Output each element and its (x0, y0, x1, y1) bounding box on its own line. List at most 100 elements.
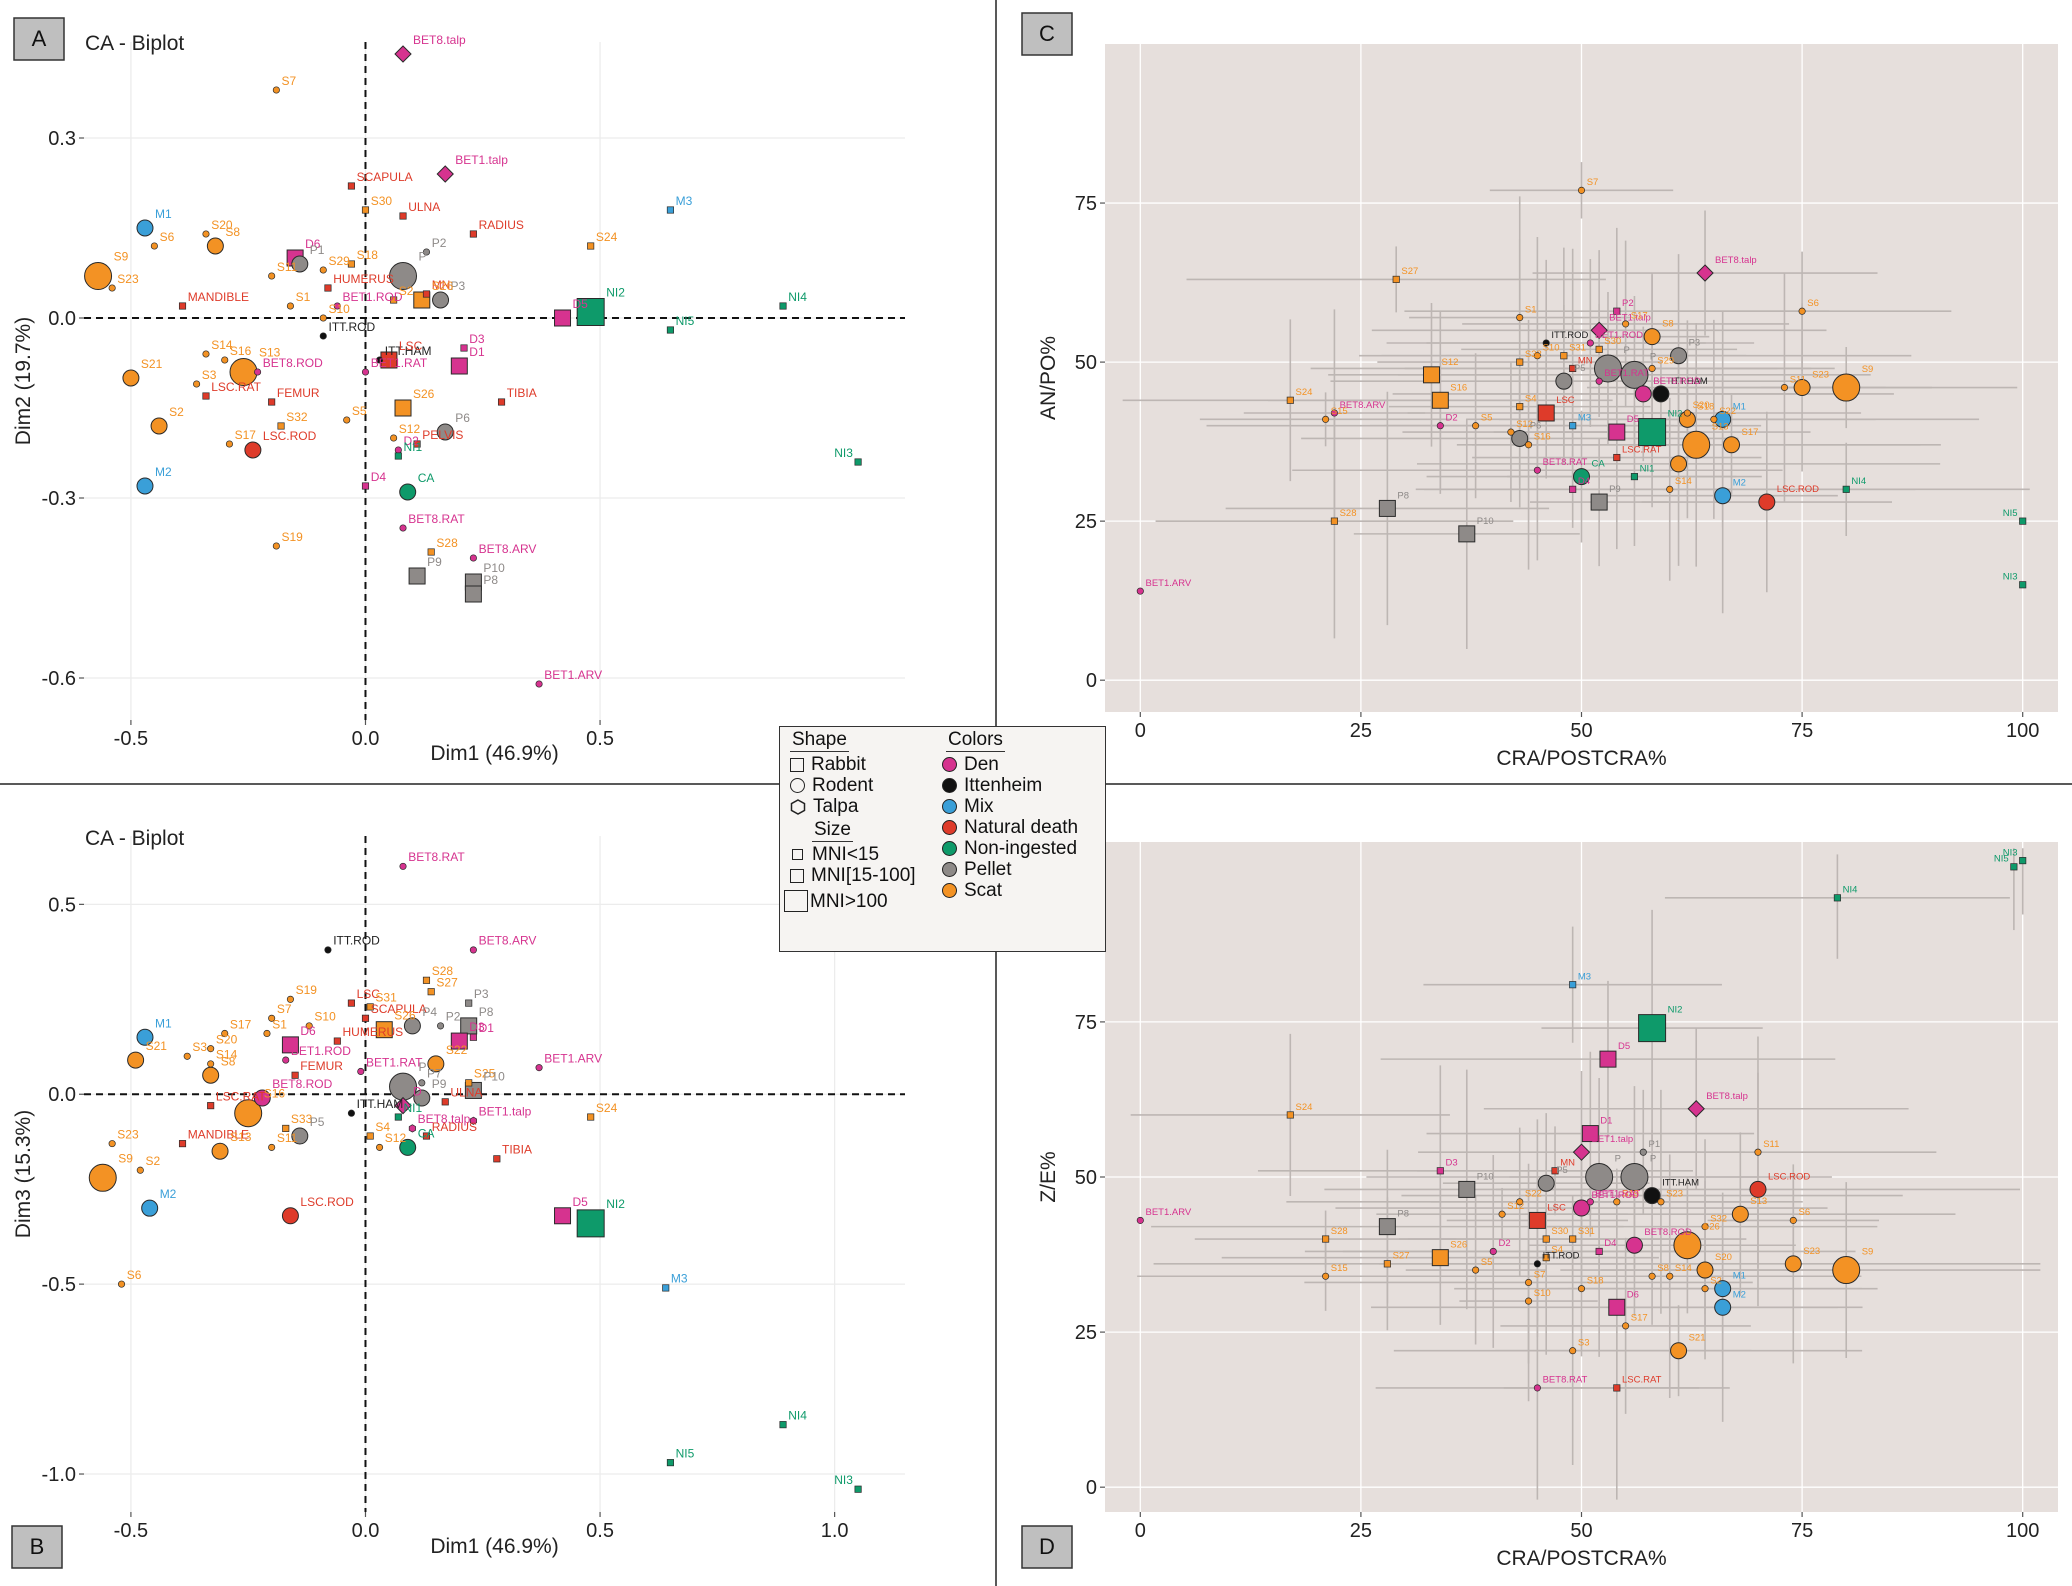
panel-tag-d: D (1021, 1525, 1073, 1569)
point-label-d6: D6 (1627, 1289, 1639, 1300)
point-d2 (1436, 422, 1444, 430)
point-label-s4: S4 (1525, 393, 1537, 404)
point-s30 (1542, 1235, 1550, 1243)
legend: Shape Rabbit Rodent Talpa Size MNI<15 MN… (779, 726, 1106, 952)
y-tick-label: 50 (1075, 352, 1097, 374)
legend-shape-talpa: Talpa (790, 796, 916, 817)
point-label-s24: S24 (596, 1101, 618, 1115)
point-label-s9: S9 (1862, 364, 1874, 375)
point-label-s22: S22 (446, 1043, 468, 1057)
point-label-p8: P8 (483, 573, 498, 587)
point-ca (399, 483, 417, 501)
point-label-lsc-rod: LSC.ROD (1777, 484, 1819, 495)
point-mn (1569, 364, 1577, 373)
y-tick-label: 0 (1086, 670, 1097, 692)
point-bet1-talp (1572, 1143, 1591, 1161)
point-label-s3: S3 (202, 368, 217, 382)
point-scapula (347, 182, 355, 190)
point-s31 (1569, 1235, 1577, 1243)
point-s11 (268, 272, 276, 280)
point-label-s6: S6 (127, 1268, 142, 1282)
point-p8 (464, 585, 482, 603)
y-tick-label: 0.3 (48, 128, 76, 150)
point-s16 (1431, 391, 1449, 409)
natural-death-swatch-icon (942, 820, 957, 835)
point-label-ni3: NI3 (2003, 572, 2018, 583)
point-s29 (1648, 364, 1656, 373)
point-label-scapula: SCAPULA (357, 170, 413, 184)
point-itt-ham (1643, 1187, 1661, 1205)
point-label-s16: S16 (1450, 382, 1467, 393)
point-d6 (281, 1036, 299, 1054)
point-label-s24: S24 (596, 230, 618, 244)
chart-a-x-axis-label: Dim1 (46.9%) (430, 742, 558, 765)
point-label-p: P (1624, 345, 1630, 356)
point-ni1 (394, 452, 402, 460)
point-ni2 (1638, 418, 1667, 447)
point-label-s17: S17 (1742, 427, 1759, 438)
legend-shape-rodent: Rodent (790, 775, 916, 796)
point-d3 (450, 1032, 468, 1050)
point-p9 (413, 1089, 431, 1107)
point-label-s26: S26 (413, 387, 435, 401)
point-p (389, 262, 418, 290)
point-label-s29: S29 (1657, 355, 1674, 366)
point-d1 (450, 357, 468, 375)
svg-text:D: D (1039, 1534, 1055, 1559)
y-tick-label: 75 (1075, 1012, 1097, 1034)
point-s22 (1710, 415, 1718, 423)
point-label-femur: FEMUR (277, 386, 320, 400)
point-label-s31: S31 (1578, 1226, 1595, 1237)
point-label-s13: S13 (230, 1130, 252, 1144)
point-label-s14: S14 (216, 1048, 238, 1062)
chart-b-y-axis-label: Dim3 (15.3%) (12, 1110, 35, 1238)
point-s4 (1542, 1254, 1550, 1262)
point-label-lsc-rod: LSC.ROD (300, 1195, 354, 1209)
point-label-s26: S26 (1703, 1222, 1720, 1233)
point-label-s26: S26 (1450, 1240, 1467, 1251)
point-s27 (1392, 275, 1400, 283)
point-label-p8: P8 (1397, 1209, 1409, 1220)
point-d1 (469, 1033, 477, 1041)
point-p (1620, 360, 1649, 389)
point-d5 (554, 1207, 572, 1225)
point-label-bet8-talp: BET8.talp (1715, 255, 1757, 266)
point-s10 (1525, 1297, 1533, 1305)
point-label-p9: P9 (427, 555, 442, 569)
point-label-s19: S19 (282, 530, 304, 544)
point-label-p6: P6 (455, 411, 470, 425)
point-label-s18: S18 (1697, 401, 1714, 412)
chart-d-points (1136, 857, 2027, 1392)
point-d2 (394, 446, 402, 454)
point-bet8-talp (394, 45, 412, 63)
point-bet8-rat (399, 862, 407, 870)
point-label-ni3: NI3 (834, 446, 853, 460)
point-label-m2: M2 (1733, 478, 1746, 489)
point-s2 (150, 417, 168, 435)
point-s21 (1670, 455, 1688, 473)
point-label-s29: S29 (329, 254, 351, 268)
point-itt-rod (1542, 339, 1550, 347)
point-label-s13: S13 (1712, 421, 1729, 432)
point-label-p: P (1615, 1154, 1621, 1165)
point-s26 (1431, 1249, 1449, 1267)
square-large-icon (784, 890, 808, 912)
point-label-lsc-rod: LSC.ROD (1768, 1171, 1810, 1182)
x-tick-label: 25 (1350, 1520, 1372, 1542)
point-label-s16: S16 (230, 344, 252, 358)
legend-size-medium: MNI[15-100] (790, 865, 916, 886)
point-s9 (1832, 373, 1861, 402)
point-p10 (1458, 525, 1476, 543)
point-label-itt-ham: ITT.HAM (357, 1097, 404, 1111)
point-label-bet1-talp: BET1.talp (455, 153, 508, 167)
point-lsc-rod (1758, 493, 1776, 511)
legend-shape-title: Shape (790, 729, 849, 752)
point-label-ni4: NI4 (788, 1409, 807, 1423)
point-s20 (1683, 409, 1691, 417)
point-label-s17: S17 (230, 1017, 252, 1031)
point-label-ni2: NI2 (1668, 1005, 1683, 1016)
point-p3 (465, 999, 473, 1007)
point-d6 (1608, 1298, 1626, 1316)
point-label-s2: S2 (146, 1154, 161, 1168)
